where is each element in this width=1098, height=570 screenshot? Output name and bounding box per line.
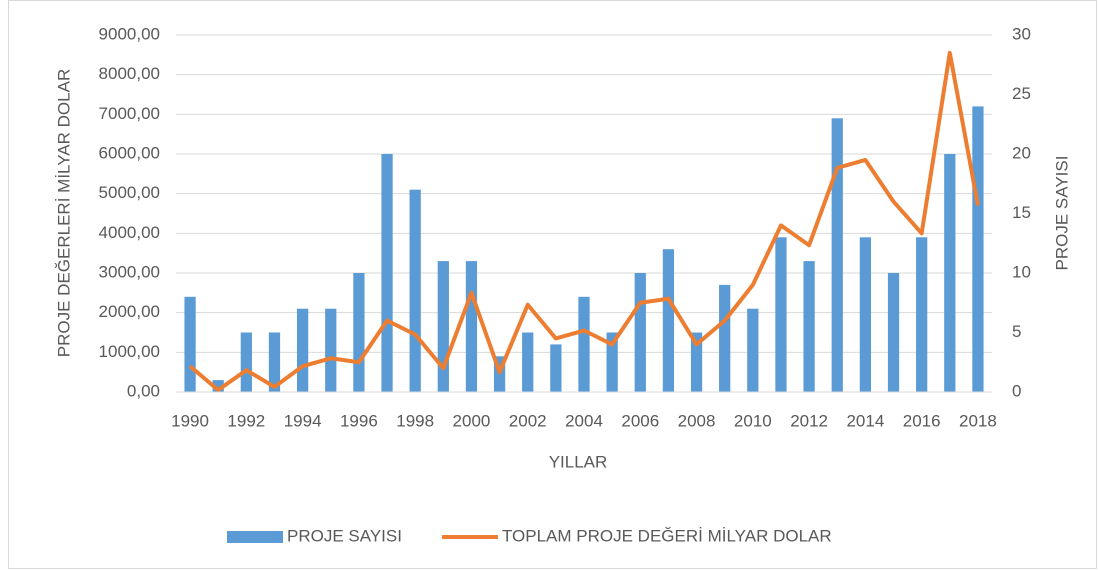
y-tick-label: 5000,00 [99, 183, 160, 202]
bar [634, 273, 646, 392]
bar [944, 154, 956, 392]
bar [522, 332, 534, 392]
x-tick-label: 2012 [790, 411, 828, 430]
y-tick-label: 4000,00 [99, 223, 160, 242]
bar [240, 332, 252, 392]
y-tick-label: 8000,00 [99, 64, 160, 83]
y-tick-label: 9000,00 [99, 24, 160, 43]
y-tick-label: 1000,00 [99, 342, 160, 361]
line [188, 50, 980, 393]
bar [887, 273, 900, 392]
bar [578, 296, 590, 392]
legend-swatch [227, 531, 283, 543]
bar [775, 237, 787, 392]
y2-tick-label: 5 [1012, 322, 1021, 341]
bar [916, 237, 928, 392]
x-tick-label: 1996 [340, 411, 378, 430]
bar [325, 308, 337, 392]
x-tick-label: 2014 [846, 411, 884, 430]
y-tick-label: 3000,00 [99, 262, 160, 281]
bar [212, 380, 224, 392]
y2-tick-label: 0 [1012, 381, 1021, 400]
bar [465, 261, 478, 392]
legend-label: PROJE SAYISI [287, 526, 402, 545]
x-tick-label: 2006 [621, 411, 659, 430]
y-tick-label: 0,00 [127, 381, 160, 400]
x-tick-label: 1990 [171, 411, 209, 430]
bar [381, 154, 393, 392]
x-tick-label: 1994 [284, 411, 322, 430]
bar [719, 284, 731, 392]
y-tick-label: 6000,00 [99, 143, 160, 162]
bar [268, 332, 281, 392]
bar [747, 308, 759, 392]
x-tick-label: 2002 [509, 411, 547, 430]
bar [184, 296, 196, 392]
x-tick-label: 1998 [396, 411, 434, 430]
bar [550, 344, 562, 392]
x-tick-label: 2010 [734, 411, 772, 430]
x-tick-label: 2018 [959, 411, 997, 430]
y2-tick-label: 25 [1012, 84, 1031, 103]
bar [831, 118, 843, 393]
y-tick-label: 2000,00 [99, 302, 160, 321]
bar [803, 261, 815, 392]
x-axis-label: YILLAR [549, 452, 608, 471]
y-axis-label: PROJE DEĞERLERİ MİLYAR DOLAR [54, 69, 73, 357]
y-tick-label: 7000,00 [99, 104, 160, 123]
x-tick-label: 2008 [678, 411, 716, 430]
bar [662, 249, 675, 392]
y2-tick-label: 10 [1012, 262, 1031, 281]
x-tick-label: 2004 [565, 411, 603, 430]
bar [859, 237, 872, 392]
bar [437, 261, 449, 392]
y2-tick-label: 30 [1012, 24, 1031, 43]
x-tick-label: 2000 [453, 411, 491, 430]
y2-tick-label: 15 [1012, 203, 1031, 222]
legend-label: TOPLAM PROJE DEĞERİ MİLYAR DOLAR [502, 526, 832, 545]
bar [353, 273, 365, 392]
bar [690, 332, 703, 392]
x-tick-label: 2016 [903, 411, 941, 430]
bar [409, 189, 421, 392]
bar [606, 332, 618, 392]
bar [296, 308, 309, 392]
y2-axis-label: PROJE SAYISI [1052, 156, 1071, 271]
chart-frame [8, 0, 1097, 569]
y2-tick-label: 20 [1012, 143, 1031, 162]
x-tick-label: 1992 [227, 411, 265, 430]
bar [972, 106, 984, 393]
